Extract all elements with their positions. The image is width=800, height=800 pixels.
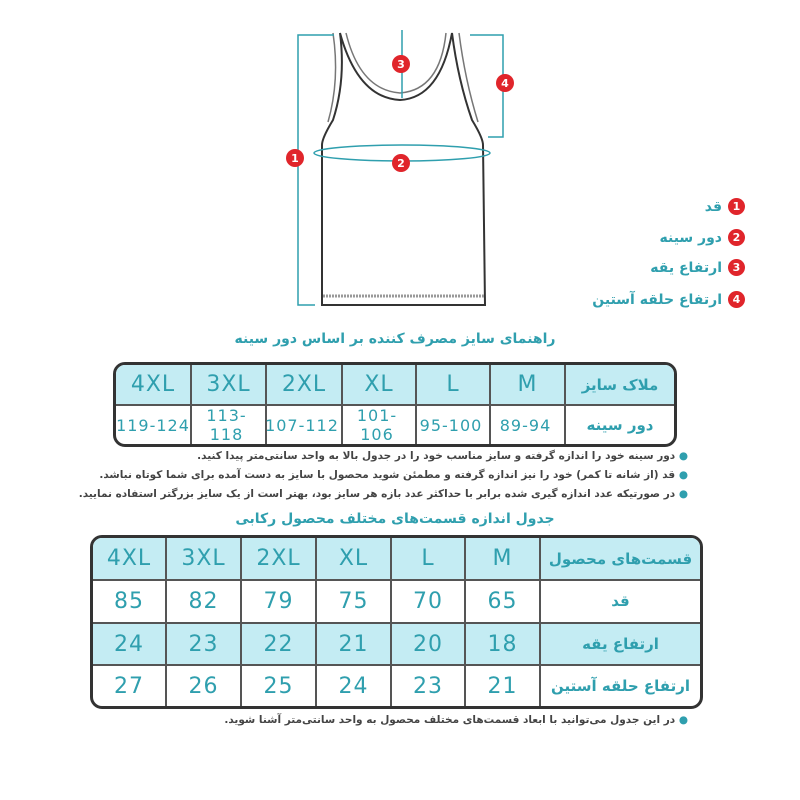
table-row: ارتفاع حلقه آستین 21 23 24 25 26 27 <box>93 666 700 706</box>
header-cell: M <box>489 365 564 406</box>
header-cell: L <box>415 365 489 406</box>
svg-text:4: 4 <box>501 77 509 90</box>
header-cell: 3XL <box>190 365 265 406</box>
table-header-row: قسمت‌های محصول M L XL 2XL 3XL 4XL <box>93 538 700 581</box>
cell: 21 <box>464 666 539 706</box>
cell: 113-118 <box>190 406 265 444</box>
legend-label: قد <box>704 198 722 215</box>
badge-icon: 3 <box>728 259 745 276</box>
cell: 23 <box>165 623 240 667</box>
cell: 85 <box>93 581 165 624</box>
cell: 82 <box>165 581 240 624</box>
badge-4: 4 <box>496 74 514 92</box>
cell: 107-112 <box>265 406 341 444</box>
cell: 18 <box>464 623 539 667</box>
tank-top-diagram: 1 2 3 4 <box>286 30 514 306</box>
cell: 22 <box>240 623 315 667</box>
size-guide-table: ملاک سایز M L XL 2XL 3XL 4XL دور سینه 89… <box>113 362 677 447</box>
header-cell: 2XL <box>240 538 315 581</box>
cell: 24 <box>315 666 390 706</box>
legend-item: 4 ارتفاع حلقه آستین <box>592 291 745 308</box>
header-cell: قسمت‌های محصول <box>539 538 700 581</box>
badge-2: 2 <box>392 154 410 172</box>
badge-icon: 4 <box>728 291 745 308</box>
cell: 23 <box>390 666 464 706</box>
svg-text:3: 3 <box>397 58 405 71</box>
legend-label: ارتفاع یقه <box>650 259 722 276</box>
cell: 25 <box>240 666 315 706</box>
row-label: دور سینه <box>564 406 674 444</box>
note: ● در صورتیکه عدد اندازه گیری شده برابر ب… <box>78 488 688 500</box>
badge-icon: 1 <box>728 198 745 215</box>
row-label: ارتفاع حلقه آستین <box>539 666 700 706</box>
cell: 75 <box>315 581 390 624</box>
note: ● دور سینه خود را اندازه گرفته و سایز من… <box>197 450 688 462</box>
svg-text:2: 2 <box>397 157 405 170</box>
row-label: ارتفاع یقه <box>539 623 700 667</box>
header-cell: 2XL <box>265 365 341 406</box>
header-cell: 3XL <box>165 538 240 581</box>
cell: 26 <box>165 666 240 706</box>
product-title: جدول اندازه قسمت‌های مختلف محصول رکابی <box>235 511 555 527</box>
badge-icon: 2 <box>728 229 745 246</box>
legend-label: دور سینه <box>659 229 722 246</box>
legend-label: ارتفاع حلقه آستین <box>592 291 722 308</box>
cell: 79 <box>240 581 315 624</box>
badge-3: 3 <box>392 55 410 73</box>
cell: 89-94 <box>489 406 564 444</box>
cell: 70 <box>390 581 464 624</box>
legend-item: 1 قد <box>705 198 745 215</box>
table-row: قد 65 70 75 79 82 85 <box>93 581 700 624</box>
cell: 95-100 <box>415 406 489 444</box>
guide-title: راهنمای سایز مصرف کننده بر اساس دور سینه <box>234 331 556 347</box>
notes-list: ● دور سینه خود را اندازه گرفته و سایز من… <box>79 447 688 504</box>
cell: 101-106 <box>341 406 415 444</box>
product-size-table: قسمت‌های محصول M L XL 2XL 3XL 4XL قد 65 … <box>90 535 703 709</box>
footnote: ● در این جدول می‌توانید با ابعاد قسمت‌ها… <box>224 714 688 726</box>
legend-item: 3 ارتفاع یقه <box>650 259 745 276</box>
svg-text:1: 1 <box>291 152 299 165</box>
note: ● قد (از شانه تا کمر) خود را نیز اندازه … <box>99 469 688 481</box>
cell: 20 <box>390 623 464 667</box>
cell: 24 <box>93 623 165 667</box>
table-row: دور سینه 89-94 95-100 101-106 107-112 11… <box>116 406 674 444</box>
legend-item: 2 دور سینه <box>659 229 745 246</box>
badge-1: 1 <box>286 149 304 167</box>
cell: 27 <box>114 673 144 699</box>
table-header-row: ملاک سایز M L XL 2XL 3XL 4XL <box>116 365 674 406</box>
header-cell: XL <box>341 365 415 406</box>
header-cell: 4XL <box>116 365 190 406</box>
header-cell: 4XL <box>93 538 165 581</box>
cell: 21 <box>315 623 390 667</box>
header-cell: M <box>464 538 539 581</box>
table-row: ارتفاع یقه 18 20 21 22 23 24 <box>93 623 700 667</box>
cell: 65 <box>464 581 539 624</box>
header-cell: ملاک سایز <box>564 365 674 406</box>
row-label: قد <box>539 581 700 624</box>
cell: 119-124 <box>116 415 190 435</box>
header-cell: L <box>390 538 464 581</box>
header-cell: XL <box>315 538 390 581</box>
